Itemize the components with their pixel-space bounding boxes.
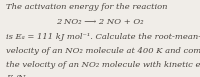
Text: is Eₐ = 111 kJ mol⁻¹. Calculate the root-mean-square: is Eₐ = 111 kJ mol⁻¹. Calculate the root… (6, 33, 200, 41)
Text: 2 NO₂ ⟶ 2 NO + O₂: 2 NO₂ ⟶ 2 NO + O₂ (56, 18, 144, 26)
Text: velocity of an NO₂ molecule at 400 K and compare it to: velocity of an NO₂ molecule at 400 K and… (6, 47, 200, 55)
Text: Eₐ/Nₐ.: Eₐ/Nₐ. (6, 74, 31, 77)
Text: the velocity of an NO₂ molecule with kinetic energy: the velocity of an NO₂ molecule with kin… (6, 61, 200, 69)
Text: The activation energy for the reaction: The activation energy for the reaction (6, 3, 168, 11)
